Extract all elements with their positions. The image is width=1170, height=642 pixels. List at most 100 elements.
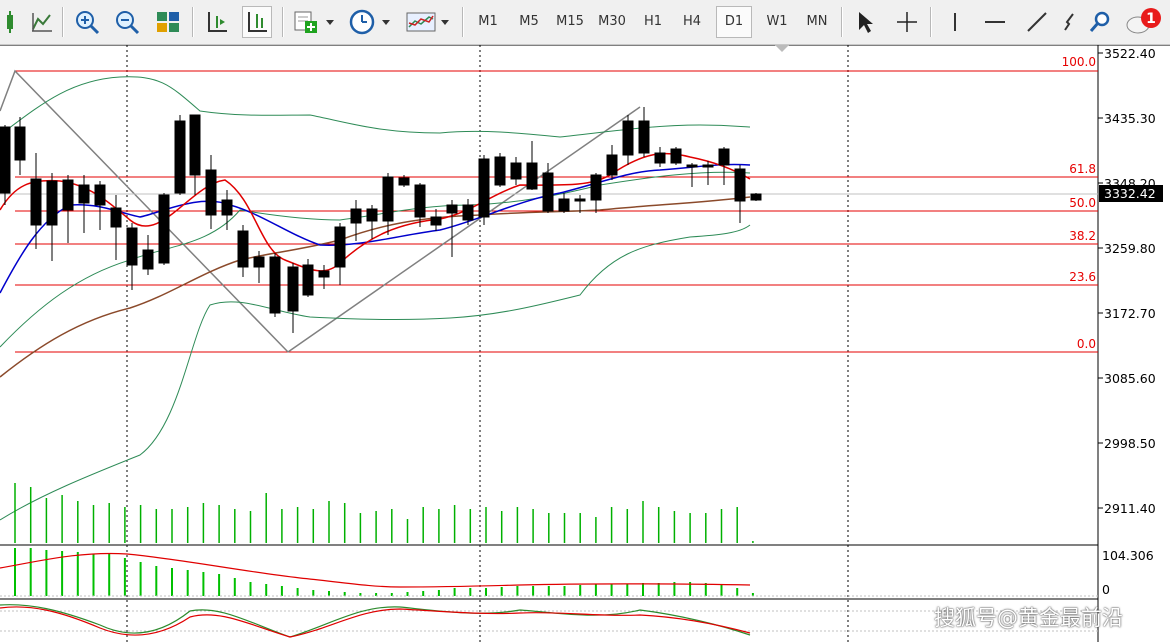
chart-shift-marker[interactable]	[775, 45, 789, 52]
macd-scale-label: 104.306	[1102, 548, 1154, 563]
candle[interactable]	[542, 163, 554, 213]
trendline-up[interactable]	[287, 106, 641, 353]
candle[interactable]	[430, 209, 442, 231]
price-label: 3435.30	[1104, 111, 1156, 126]
zoom-out-icon[interactable]	[112, 6, 142, 38]
horizontal-line-icon[interactable]	[980, 6, 1010, 38]
indicators-icon[interactable]	[28, 6, 56, 38]
templates-icon[interactable]	[404, 6, 454, 38]
fibonacci-retracement[interactable]: 100.0 61.8 50.0 38.2 23.6 0.0	[15, 55, 1098, 353]
candle[interactable]	[366, 205, 378, 239]
candle[interactable]	[221, 190, 233, 230]
stochastic-signal-line	[0, 606, 751, 638]
candle[interactable]	[142, 235, 154, 275]
candle[interactable]	[30, 153, 42, 249]
candle[interactable]	[382, 173, 394, 235]
timeframe-m30[interactable]: M30	[598, 14, 626, 29]
chart-shift-icon[interactable]	[202, 6, 232, 38]
timeframe-m5[interactable]: M5	[519, 14, 539, 29]
macd-signal-line	[0, 552, 751, 588]
timeframe-m15[interactable]: M15	[556, 14, 584, 29]
tile-windows-icon[interactable]	[153, 6, 183, 38]
timeframe-mn[interactable]: MN	[806, 14, 828, 29]
candle[interactable]	[318, 265, 330, 289]
candle[interactable]	[287, 263, 299, 333]
timeframe-d1[interactable]: D1	[716, 6, 752, 38]
fib-label-23-6: 23.6	[1069, 270, 1096, 284]
candle[interactable]	[494, 153, 506, 187]
candle[interactable]	[526, 141, 538, 190]
autoscroll-icon[interactable]	[242, 6, 272, 38]
candle[interactable]	[189, 114, 201, 195]
fib-label-100: 100.0	[1062, 55, 1096, 69]
watermark: 搜狐号@黄金最前沿	[934, 606, 1123, 630]
candle[interactable]	[94, 181, 106, 230]
candle[interactable]	[702, 161, 714, 185]
candle[interactable]	[46, 173, 58, 261]
notification-count: 1	[1146, 11, 1156, 27]
candle[interactable]	[110, 195, 122, 260]
candle[interactable]	[638, 107, 650, 157]
stochastic-main-line	[0, 604, 751, 638]
candle[interactable]	[0, 125, 11, 205]
search-icon[interactable]	[1086, 6, 1114, 38]
crosshair-icon[interactable]	[892, 6, 922, 38]
trendline-down[interactable]	[0, 69, 289, 353]
macd-panel	[14, 548, 754, 596]
timeframe-m1[interactable]: M1	[478, 14, 498, 29]
fib-label-0: 0.0	[1077, 337, 1096, 351]
candle[interactable]	[654, 147, 666, 167]
candle[interactable]	[750, 193, 762, 201]
candle[interactable]	[718, 147, 730, 185]
candlesticks[interactable]	[0, 107, 762, 333]
candle[interactable]	[734, 165, 746, 223]
timeframe-h4[interactable]: H4	[682, 14, 702, 29]
candle[interactable]	[398, 175, 410, 187]
current-price-badge	[1099, 185, 1163, 202]
candle[interactable]	[622, 115, 634, 165]
candle[interactable]	[62, 175, 74, 243]
fib-label-50: 50.0	[1069, 196, 1096, 210]
candle[interactable]	[269, 253, 281, 317]
cursor-icon[interactable]	[850, 6, 880, 38]
new-chart-icon[interactable]	[2, 6, 22, 38]
candle[interactable]	[606, 145, 618, 180]
candle[interactable]	[174, 115, 186, 195]
candle[interactable]	[686, 163, 698, 187]
trendline-icon[interactable]	[1022, 6, 1052, 38]
fib-label-61-8: 61.8	[1069, 162, 1096, 176]
candle[interactable]	[446, 200, 458, 257]
candle[interactable]	[478, 155, 490, 225]
candle[interactable]	[78, 175, 90, 233]
candle[interactable]	[462, 199, 474, 225]
candle[interactable]	[14, 117, 26, 175]
timeframe-w1[interactable]: W1	[766, 14, 788, 29]
candle[interactable]	[590, 173, 602, 213]
candle[interactable]	[205, 155, 217, 229]
candle[interactable]	[253, 251, 265, 283]
price-label: 3522.40	[1104, 46, 1156, 61]
timeframe-h1[interactable]: H1	[643, 14, 663, 29]
add-indicator-icon[interactable]	[290, 6, 338, 38]
zoom-in-icon[interactable]	[72, 6, 102, 38]
price-label: 3085.60	[1104, 371, 1156, 386]
candle[interactable]	[670, 147, 682, 165]
candle[interactable]	[510, 157, 522, 185]
candle[interactable]	[574, 195, 586, 213]
candle[interactable]	[237, 225, 249, 277]
candle[interactable]	[350, 200, 362, 241]
candle[interactable]	[302, 259, 314, 297]
price-label: 2911.40	[1104, 501, 1156, 516]
candle[interactable]	[158, 193, 170, 265]
vertical-line-icon[interactable]	[940, 6, 970, 38]
price-axis[interactable]: 3522.40 3435.30 3348.20 3259.80 3172.70 …	[1098, 46, 1163, 597]
clock-icon[interactable]	[346, 6, 396, 38]
price-chart[interactable]: 100.0 61.8 50.0 38.2 23.6 0.0	[0, 45, 1170, 642]
arrow-tool-icon[interactable]	[1058, 6, 1080, 38]
candle[interactable]	[414, 183, 426, 227]
chat-icon[interactable]: 1	[1124, 6, 1164, 38]
price-label: 3259.80	[1104, 241, 1156, 256]
candle[interactable]	[126, 223, 138, 290]
candle[interactable]	[334, 223, 346, 285]
candle[interactable]	[558, 193, 570, 213]
